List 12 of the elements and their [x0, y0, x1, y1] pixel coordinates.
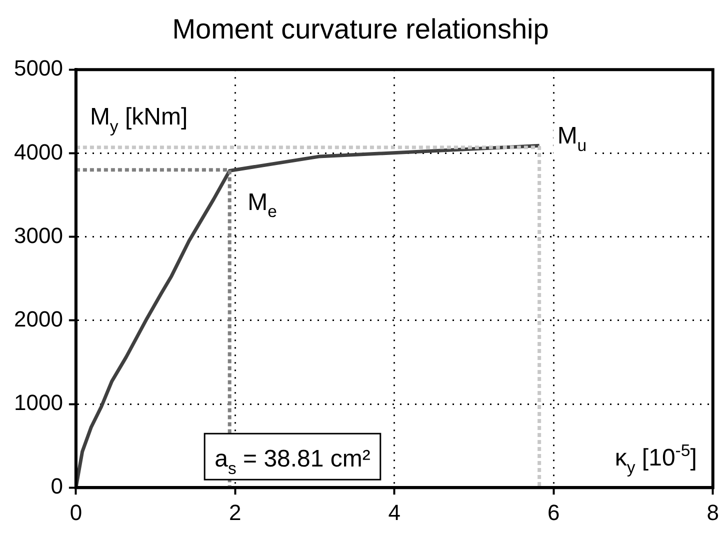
- y-tick-label: 4000: [14, 139, 63, 164]
- x-tick-label: 4: [388, 500, 401, 525]
- x-tick-label: 8: [706, 500, 720, 525]
- y-tick-label: 1000: [14, 390, 63, 416]
- y-tick-label: 5000: [14, 56, 63, 81]
- y-tick-label: 0: [50, 474, 63, 499]
- chart-title: Moment curvature relationship: [172, 14, 549, 45]
- x-tick-label: 2: [229, 500, 242, 525]
- y-tick-label: 3000: [14, 222, 63, 248]
- x-tick-label: 6: [548, 500, 560, 525]
- y-tick-label: 2000: [14, 306, 63, 332]
- x-tick-label: 0: [70, 500, 82, 525]
